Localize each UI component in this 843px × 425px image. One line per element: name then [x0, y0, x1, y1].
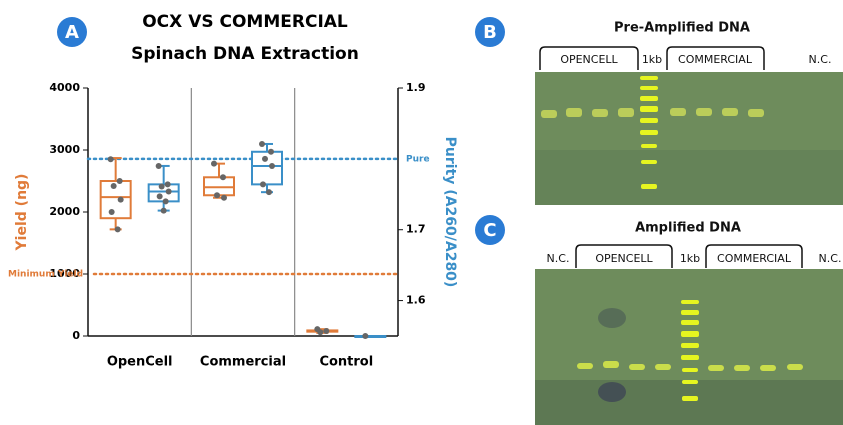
y2-tick-label: 1.7 — [406, 223, 426, 236]
data-point — [110, 182, 117, 189]
lane-label: 1kb — [642, 53, 662, 66]
gel-shade — [535, 150, 843, 205]
lane-label: OPENCELL — [595, 252, 653, 265]
panel-letter: C — [483, 220, 496, 241]
data-point — [260, 181, 266, 188]
bracket — [575, 244, 673, 268]
bracket — [666, 46, 765, 70]
data-point — [116, 178, 123, 184]
data-point — [266, 189, 272, 196]
y-tick-label: 1000 — [49, 267, 80, 280]
gel-title: Pre-Amplified DNA — [614, 21, 750, 36]
data-point — [162, 198, 169, 205]
y-axis-label: Yield (ng) — [14, 174, 30, 252]
panel-b: B Pre-Amplified DNA OPENCELL 1kb COMMERC… — [475, 17, 843, 205]
y2-tick-label: 1.6 — [406, 294, 426, 307]
data-point — [269, 162, 275, 169]
panel-letter: A — [65, 22, 79, 43]
chart-title: OCX VS COMMERCIAL — [142, 12, 348, 32]
lane-label: OPENCELL — [560, 53, 618, 66]
x-tick-label: Control — [319, 355, 373, 370]
data-point — [317, 329, 324, 336]
y2-tick-label: 1.9 — [406, 81, 426, 94]
data-point — [323, 328, 330, 335]
lane-label: COMMERCIAL — [717, 252, 792, 265]
bracket — [705, 244, 803, 268]
ladder — [681, 300, 699, 401]
data-point — [155, 162, 162, 169]
lane-label: N.C. — [547, 252, 570, 265]
y-tick-label: 2000 — [49, 205, 80, 218]
data-point — [114, 226, 121, 233]
data-point — [220, 174, 226, 181]
data-point — [156, 193, 163, 200]
data-point — [221, 194, 227, 201]
data-point — [108, 209, 115, 215]
data-point — [214, 192, 220, 199]
x-tick-label: OpenCell — [107, 355, 173, 370]
panel-letter: B — [483, 22, 497, 43]
gel-smear — [598, 308, 626, 328]
data-point — [107, 156, 114, 163]
panel-c: C Amplified DNA N.C. OPENCELL 1kb COMMER… — [475, 215, 843, 425]
data-point — [268, 148, 274, 155]
reference-label: Pure — [406, 154, 430, 164]
x-tick-label: Commercial — [200, 355, 286, 370]
bracket — [539, 46, 639, 70]
chart-subtitle: Spinach DNA Extraction — [131, 44, 359, 64]
gel-title: Amplified DNA — [635, 221, 741, 236]
y-tick-label: 3000 — [49, 143, 80, 156]
data-point — [117, 196, 124, 203]
reference-label: Minimum Yield — [8, 270, 83, 280]
gel-bands — [577, 361, 803, 371]
ladder — [640, 76, 658, 189]
data-point — [211, 160, 217, 167]
lane-label: N.C. — [809, 53, 832, 66]
y2-axis-label: Purity (A260/A280) — [442, 137, 458, 288]
panel-badge — [57, 17, 87, 47]
lane-label: COMMERCIAL — [678, 53, 753, 66]
data-point — [160, 207, 167, 214]
lane-label: N.C. — [819, 252, 842, 265]
gel-smear — [598, 382, 626, 402]
gel-bands — [541, 108, 764, 118]
data-point — [165, 188, 172, 195]
panel-badge — [475, 17, 505, 47]
lane-label: 1kb — [680, 252, 700, 265]
data-point — [158, 183, 165, 190]
data-point — [259, 140, 265, 147]
y-tick-label: 0 — [72, 329, 80, 342]
gel-shade — [535, 380, 843, 425]
y-tick-label: 4000 — [49, 81, 80, 94]
panel-badge — [475, 215, 505, 245]
data-point — [362, 333, 369, 339]
data-point — [262, 155, 268, 162]
data-point — [164, 181, 171, 188]
